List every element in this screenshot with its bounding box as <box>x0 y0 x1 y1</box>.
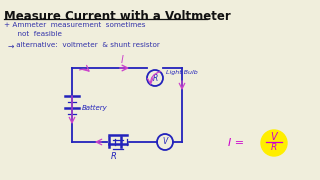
Text: alternative:  voltmeter  & shunt resistor: alternative: voltmeter & shunt resistor <box>14 42 160 48</box>
Text: →: → <box>8 42 14 51</box>
Text: Battery: Battery <box>82 105 108 111</box>
Text: not  feasible: not feasible <box>4 31 62 37</box>
Text: + Ammeter  measurement  sometimes: + Ammeter measurement sometimes <box>4 22 146 28</box>
Circle shape <box>261 130 287 156</box>
Text: R: R <box>271 143 277 152</box>
Text: R: R <box>152 73 158 82</box>
Text: Light Bulb: Light Bulb <box>166 69 198 75</box>
Text: V: V <box>271 132 277 142</box>
Text: I =: I = <box>228 138 244 148</box>
Text: V: V <box>162 138 168 147</box>
Text: I: I <box>121 55 124 65</box>
Text: Measure Current with a Voltmeter: Measure Current with a Voltmeter <box>4 10 231 23</box>
Text: R: R <box>111 152 117 161</box>
